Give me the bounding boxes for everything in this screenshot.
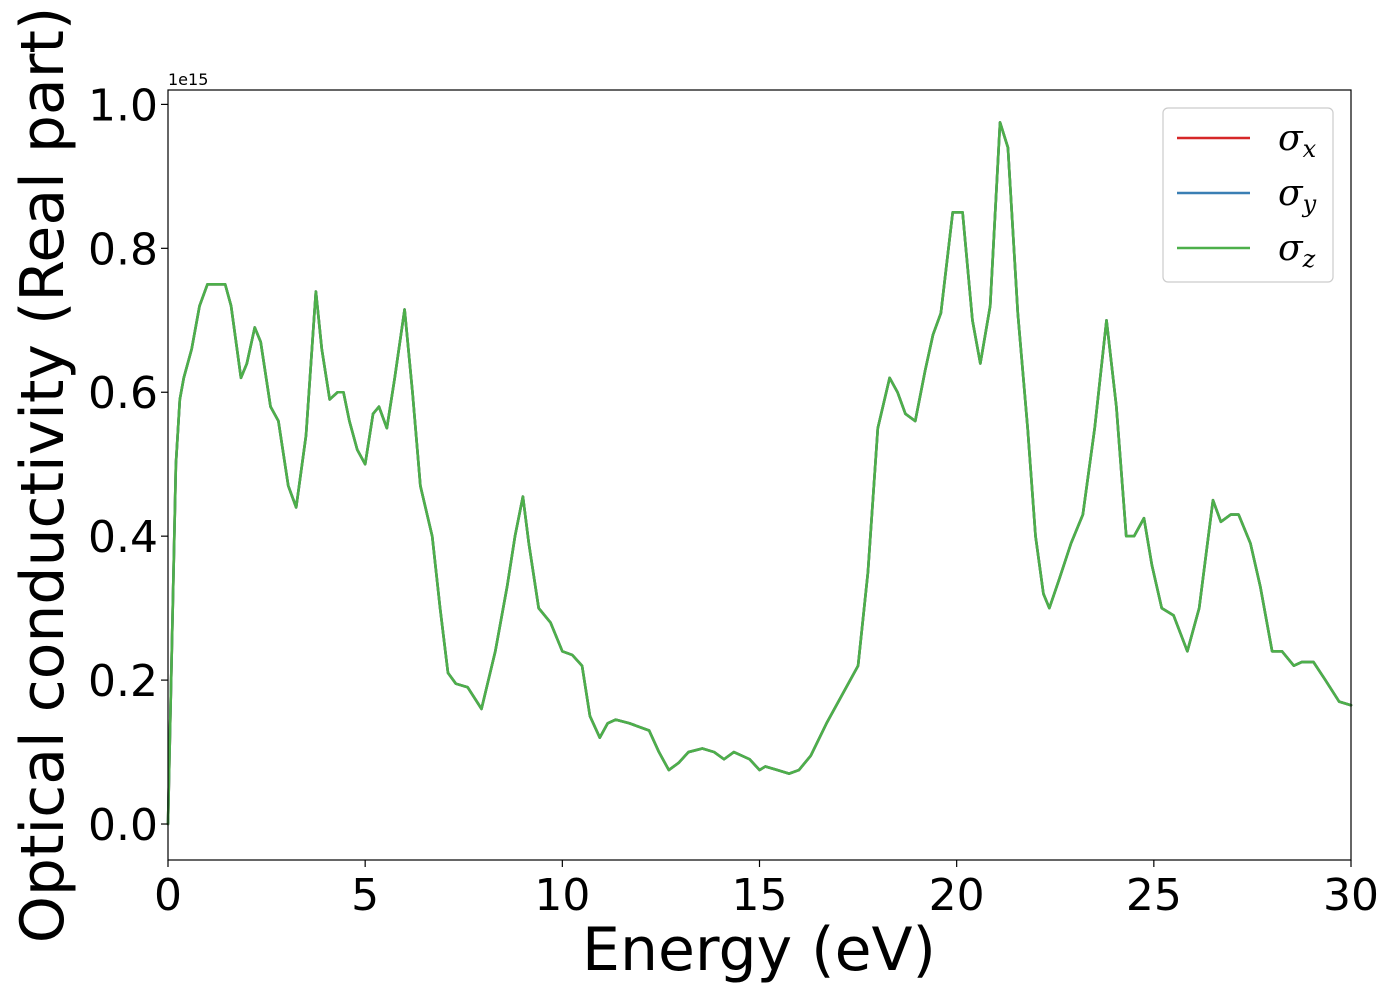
y-axis-title: Optical conductivity (Real part) (8, 7, 78, 944)
x-tick-label: 0 (154, 870, 182, 921)
legend-label-0: σx (1278, 118, 1317, 163)
y-tick-label: 0.2 (88, 656, 158, 707)
series-layer (166, 121, 1353, 826)
y-tick-label: 1.0 (88, 80, 158, 131)
x-tick-label: 20 (929, 870, 985, 921)
legend-box (1162, 107, 1334, 283)
x-axis: 0 5 10 15 20 25 30 (154, 860, 1379, 921)
y-tick-label: 0.6 (88, 368, 158, 419)
x-tick-label: 15 (732, 870, 788, 921)
x-tick-label: 30 (1323, 870, 1379, 921)
x-tick-label: 5 (351, 870, 379, 921)
x-axis-title: Energy (eV) (582, 915, 936, 985)
x-tick-label: 25 (1126, 870, 1182, 921)
x-tick-label: 10 (534, 870, 590, 921)
legend: σx σy σz (1162, 107, 1334, 283)
y-tick-label: 0.4 (88, 512, 158, 563)
y-axis: 0.0 0.2 0.4 0.6 0.8 1.0 (88, 80, 168, 851)
y-offset-label: 1e15 (168, 70, 208, 89)
y-tick-label: 0.8 (88, 224, 158, 275)
series-line-2 (166, 121, 1353, 826)
y-tick-label: 0.0 (88, 800, 158, 851)
legend-label-2: σz (1278, 228, 1316, 273)
legend-label-1: σy (1278, 173, 1317, 218)
